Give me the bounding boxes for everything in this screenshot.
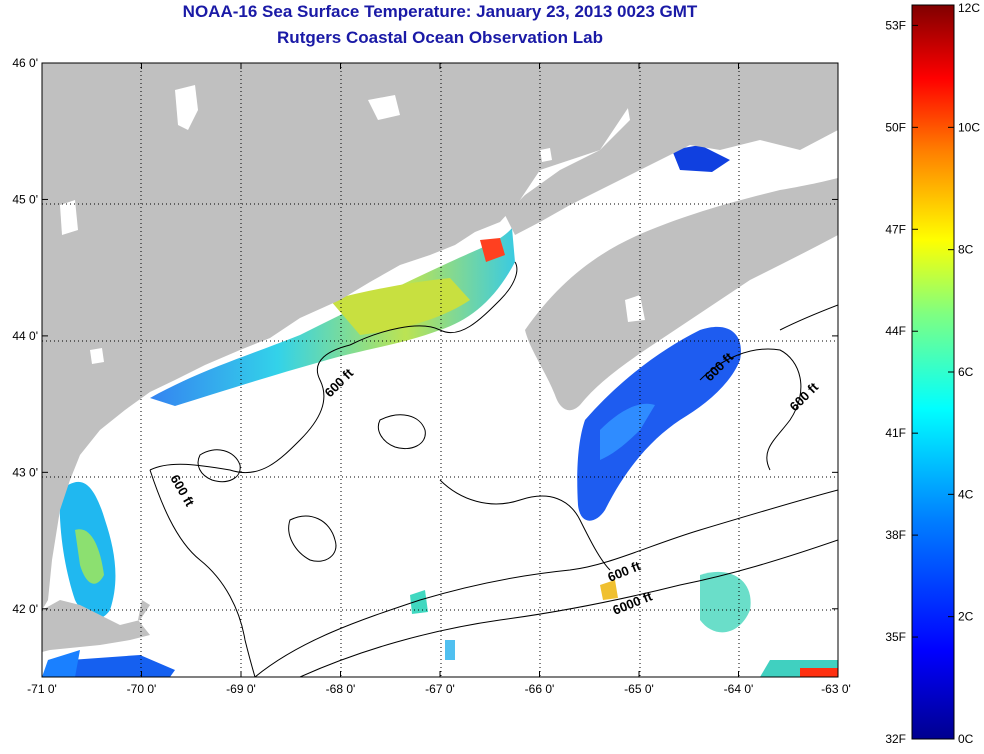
lat-tick-label: 42 0' [12, 602, 38, 616]
f-tick-label: 50F [885, 120, 906, 134]
lon-tick-label: -66 0' [525, 682, 555, 696]
depth-contours [149, 261, 838, 677]
c-tick-label: 12C [958, 1, 980, 15]
lon-tick-label: -68 0' [326, 682, 356, 696]
inland-lakes [60, 85, 645, 364]
lon-tick-label: -64 0' [724, 682, 754, 696]
lon-tick-label: -71 0' [27, 682, 57, 696]
f-tick-label: 41F [885, 426, 906, 440]
f-tick-label: 35F [885, 630, 906, 644]
c-tick-label: 0C [958, 732, 974, 746]
map-grid [42, 63, 838, 677]
lat-tick-label: 46 0' [12, 56, 38, 70]
c-tick-label: 6C [958, 365, 974, 379]
f-tick-label: 32F [885, 732, 906, 746]
map-title: NOAA-16 Sea Surface Temperature: January… [182, 2, 698, 21]
latitude-axis: 46 0' 45 0' 44 0' 43 0' 42 0' [12, 56, 838, 616]
c-tick-label: 10C [958, 120, 980, 134]
c-tick-label: 2C [958, 610, 974, 624]
sst-imagery [42, 145, 838, 677]
colorbar-fahrenheit-labels: 53F 50F 47F 44F 41F 38F 35F 32F [885, 18, 918, 746]
f-tick-label: 53F [885, 18, 906, 32]
lat-tick-label: 43 0' [12, 465, 38, 479]
lon-tick-label: -63 0' [821, 682, 851, 696]
lat-tick-label: 45 0' [12, 192, 38, 206]
lon-tick-label: -69 0' [226, 682, 256, 696]
lon-tick-label: -65 0' [624, 682, 654, 696]
land-masses [42, 63, 838, 652]
c-tick-label: 4C [958, 487, 974, 501]
longitude-axis: -71 0' -70 0' -69 0' -68 0' -67 0' -66 0' -65 … [27, 63, 851, 696]
f-tick-label: 38F [885, 528, 906, 542]
lon-tick-label: -67 0' [425, 682, 455, 696]
colorbar [911, 4, 955, 740]
lat-tick-label: 44 0' [12, 329, 38, 343]
f-tick-label: 47F [885, 222, 906, 236]
c-tick-label: 8C [958, 243, 974, 257]
colorbar-celsius-labels: 12C 10C 8C 6C 4C 2C 0C [948, 1, 980, 746]
f-tick-label: 44F [885, 324, 906, 338]
map-subtitle: Rutgers Coastal Ocean Observation Lab [277, 28, 603, 47]
lon-tick-label: -70 0' [127, 682, 157, 696]
